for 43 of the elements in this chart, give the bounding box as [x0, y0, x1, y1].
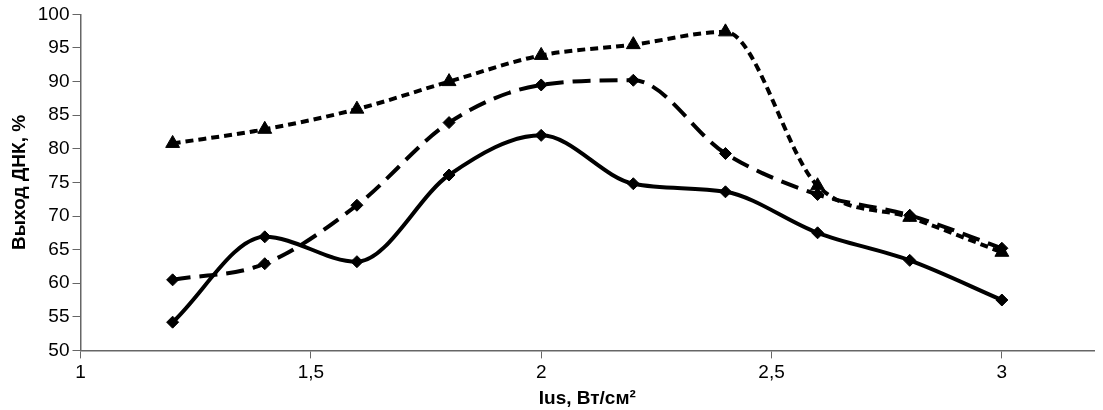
point	[810, 177, 826, 191]
point	[625, 36, 641, 50]
point	[441, 73, 457, 87]
point	[811, 226, 825, 240]
point	[534, 128, 548, 142]
point	[995, 293, 1009, 307]
point	[442, 168, 456, 182]
y-tick-label: 75	[48, 170, 70, 192]
point	[165, 134, 181, 148]
y-tick-label: 100	[37, 2, 70, 24]
point	[350, 255, 364, 269]
y-axis-title: Выход ДНК, %	[7, 114, 29, 250]
x-tick-label: 1	[75, 361, 86, 383]
point	[903, 253, 917, 267]
point	[626, 73, 640, 87]
point	[626, 177, 640, 191]
y-tick-label: 90	[48, 69, 70, 91]
point	[258, 257, 272, 271]
point	[442, 116, 456, 130]
point	[811, 188, 825, 201]
point	[257, 120, 273, 134]
x-tick-label: 2,5	[758, 361, 785, 383]
point	[718, 147, 732, 160]
point	[718, 185, 732, 199]
x-tick-label: 2	[535, 361, 547, 383]
point	[718, 23, 733, 37]
point	[534, 78, 548, 92]
x-tick-label: 3	[996, 361, 1008, 383]
y-tick-label: 85	[48, 103, 70, 125]
point	[166, 273, 180, 287]
point	[349, 100, 365, 114]
y-tick-label: 95	[48, 36, 70, 58]
y-tick-label: 70	[48, 204, 70, 226]
point	[533, 46, 549, 60]
point	[350, 198, 364, 212]
y-tick-label: 50	[48, 338, 70, 360]
y-tick-label: 60	[48, 271, 70, 293]
y-tick-label: 55	[48, 305, 70, 327]
x-tick-label: 1,5	[297, 361, 325, 383]
x-axis-title: Ius, Вт/см²	[538, 386, 636, 408]
y-tick-label: 80	[48, 137, 70, 159]
point	[166, 315, 180, 329]
y-tick-label: 65	[48, 237, 70, 259]
